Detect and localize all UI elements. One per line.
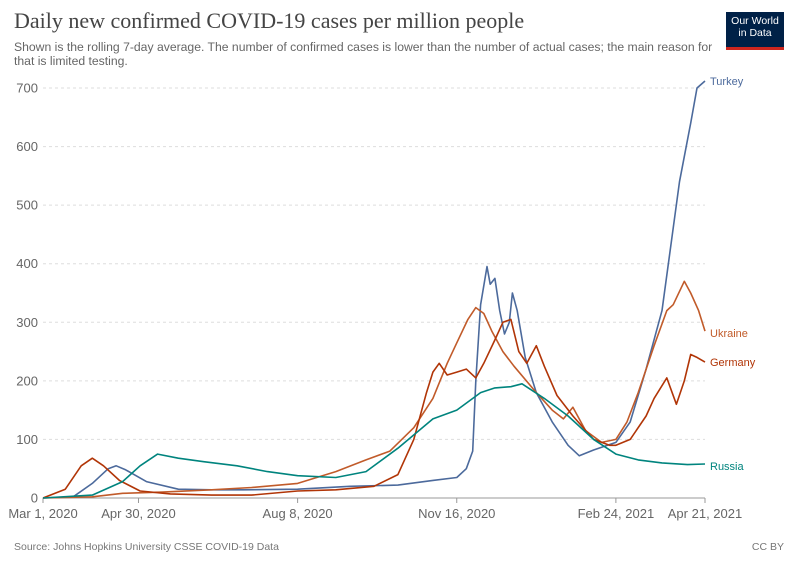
y-tick-label: 600 <box>16 139 38 154</box>
license-link[interactable]: CC BY <box>751 541 784 553</box>
chart-title: Daily new confirmed COVID-19 cases per m… <box>14 8 525 33</box>
series-line-turkey[interactable] <box>42 80 706 499</box>
x-tick-label: Apr 30, 2020 <box>101 506 175 521</box>
y-tick-label: 100 <box>16 432 38 447</box>
y-axis-ticks: 0 100 200 300 400 500 600 700 <box>16 81 38 506</box>
y-tick-label: 500 <box>16 198 38 213</box>
chart-subtitle: Shown is the rolling 7-day average. The … <box>14 40 713 68</box>
logo-line-1: Our World <box>731 15 779 27</box>
series-line-germany[interactable] <box>42 318 706 499</box>
x-tick-label: Aug 8, 2020 <box>263 506 333 521</box>
x-tick-label: Feb 24, 2021 <box>578 506 655 521</box>
y-tick-label: 0 <box>31 491 38 506</box>
x-tick-label: Mar 1, 2020 <box>8 506 77 521</box>
y-tick-label: 300 <box>16 315 38 330</box>
logo-line-2: in Data <box>738 27 772 39</box>
series-label-turkey[interactable]: Turkey <box>710 76 744 88</box>
series-labels: Turkey Ukraine Germany Russia <box>710 76 756 473</box>
y-gridlines <box>43 87 705 440</box>
series-label-ukraine[interactable]: Ukraine <box>710 328 748 340</box>
y-tick-label: 700 <box>16 81 38 96</box>
x-tick-label: Apr 21, 2021 <box>668 506 742 521</box>
y-tick-label: 400 <box>16 256 38 271</box>
series-line-ukraine[interactable] <box>42 280 706 499</box>
series-label-russia[interactable]: Russia <box>710 461 745 473</box>
series-line-russia[interactable] <box>42 383 706 499</box>
series-lines <box>42 80 706 499</box>
our-world-in-data-logo[interactable]: Our World in Data <box>726 12 784 50</box>
x-axis: Mar 1, 2020 Apr 30, 2020 Aug 8, 2020 Nov 16… <box>8 497 742 521</box>
x-tick-label: Nov 16, 2020 <box>418 506 495 521</box>
series-label-germany[interactable]: Germany <box>710 357 756 369</box>
y-tick-label: 200 <box>16 373 38 388</box>
source-note: Source: Johns Hopkins University CSSE CO… <box>14 541 279 553</box>
